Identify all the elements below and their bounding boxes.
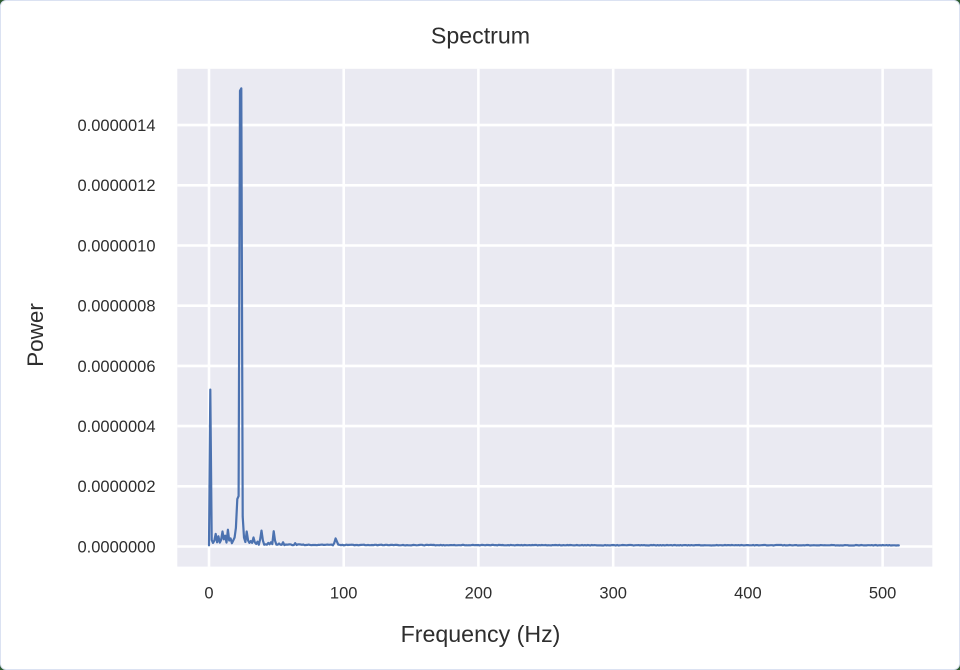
svg-text:0.0000004: 0.0000004 xyxy=(78,418,156,436)
svg-text:0.0000012: 0.0000012 xyxy=(78,177,156,195)
svg-text:0.0000014: 0.0000014 xyxy=(78,117,156,135)
svg-text:200: 200 xyxy=(465,585,493,603)
svg-text:0.0000002: 0.0000002 xyxy=(78,478,156,496)
svg-text:0.0000006: 0.0000006 xyxy=(78,358,156,376)
svg-text:0.0000008: 0.0000008 xyxy=(78,298,156,316)
svg-text:0.0000010: 0.0000010 xyxy=(78,237,156,255)
svg-text:0.0000000: 0.0000000 xyxy=(78,538,156,556)
svg-text:100: 100 xyxy=(330,585,358,603)
svg-text:Power: Power xyxy=(23,303,48,367)
svg-text:Frequency (Hz): Frequency (Hz) xyxy=(401,621,561,647)
svg-text:300: 300 xyxy=(599,585,627,603)
svg-text:500: 500 xyxy=(869,585,897,603)
svg-text:0: 0 xyxy=(204,585,213,603)
svg-text:400: 400 xyxy=(734,585,762,603)
svg-text:Spectrum: Spectrum xyxy=(431,23,530,49)
